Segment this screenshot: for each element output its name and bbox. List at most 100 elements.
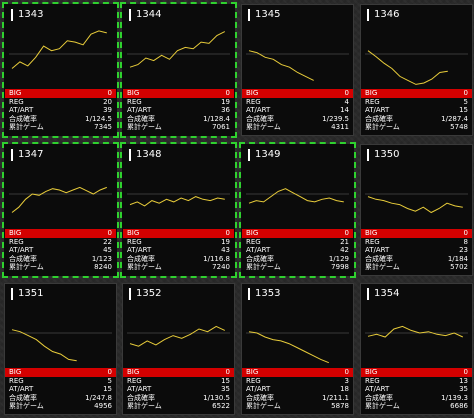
stat-value: 15 [103,385,112,394]
machine-number: 1344 [129,9,161,21]
stat-value: 35 [221,385,230,394]
stat-value: 1/184 [447,254,468,263]
stat-label: AT/ART [365,385,390,394]
stat-value: 8240 [94,263,112,272]
stat-label: BIG [127,89,140,97]
stat-label: BIG [365,368,378,376]
stat-value: 1/129 [328,254,349,263]
stat-row-rate: 合成確率 1/124.5 [5,115,116,124]
slump-chart [246,50,349,81]
stats-table: BIG 0 REG 5 AT/ART 15 合成確率 1/247.8 累計ゲーム 4956 [5,368,116,411]
stat-row-atart: AT/ART 23 [361,246,472,255]
stat-label: 合成確率 [9,254,37,263]
stat-value: 36 [221,106,230,115]
stat-label: 累計ゲーム [127,402,162,411]
stat-value: 4311 [331,123,349,132]
stat-label: 合成確率 [127,393,155,402]
stat-row-reg: REG 5 [361,98,472,107]
stat-label: BIG [365,89,378,97]
stat-value: 4 [344,97,349,106]
machine-number: 1352 [129,288,161,300]
stat-label: 累計ゲーム [127,263,162,272]
stat-row-atart: AT/ART 35 [123,385,234,394]
stat-value: 18 [340,385,349,394]
stat-row-atart: AT/ART 45 [5,246,116,255]
stat-label: 合成確率 [246,393,274,402]
stat-label: 合成確率 [9,114,37,123]
stat-value: 0 [344,229,349,237]
slump-chart [9,30,112,69]
stat-row-big: BIG 0 [123,229,234,238]
stat-label: BIG [246,368,259,376]
stats-table: BIG 0 REG 4 AT/ART 14 合成確率 1/239.5 累計ゲーム 4311 [242,89,353,132]
stat-label: 合成確率 [365,393,393,402]
machine-card-1349[interactable]: 1349 BIG 0 REG 21 AT/ART 42 合成確率 1/129 累計ゲーム 7998 [239,142,356,278]
slump-line [11,329,77,362]
slump-chart [246,188,349,204]
stat-value: 0 [463,229,468,237]
stat-label: AT/ART [246,385,271,394]
stats-table: BIG 0 REG 19 AT/ART 43 合成確率 1/116.8 累計ゲーム 7240 [123,229,234,272]
stat-label: 累計ゲーム [365,402,400,411]
slump-chart [127,325,230,347]
machine-card-1346[interactable]: 1346 BIG 0 REG 5 AT/ART 15 合成確率 1/287.4 累計ゲーム 5748 [360,4,473,136]
stat-row-big: BIG 0 [5,89,116,98]
slump-line [11,186,107,213]
stat-label: 累計ゲーム [127,123,162,132]
machine-card-1352[interactable]: 1352 BIG 0 REG 15 AT/ART 35 合成確率 1/130.5 累計ゲーム 652… [122,283,235,415]
stat-label: REG [9,237,24,246]
slump-line [367,196,463,214]
stat-row-reg: REG 19 [123,238,234,247]
stat-row-rate: 合成確率 1/184 [361,255,472,264]
machine-card-1354[interactable]: 1354 BIG 0 REG 13 AT/ART 35 合成確率 1/139.3 累計ゲーム 668… [360,283,473,415]
machine-card-1348[interactable]: 1348 BIG 0 REG 19 AT/ART 43 合成確率 1/116.8 累計ゲーム 724… [120,142,237,278]
stat-value: 1/287.4 [441,114,468,123]
machine-card-1345[interactable]: 1345 BIG 0 REG 4 AT/ART 14 合成確率 1/239.5 累計ゲーム 4311 [241,4,354,136]
stats-table: BIG 0 REG 15 AT/ART 35 合成確率 1/130.5 累計ゲーム 6522 [123,368,234,411]
machine-card-1353[interactable]: 1353 BIG 0 REG 3 AT/ART 18 合成確率 1/211.1 累計ゲーム 5878 [241,283,354,415]
stat-value: 1/247.8 [85,393,112,402]
stat-label: 合成確率 [127,114,155,123]
machine-number: 1347 [11,149,43,161]
stat-row-rate: 合成確率 1/287.4 [361,115,472,124]
stat-row-atart: AT/ART 36 [123,106,234,115]
stat-value: 0 [463,89,468,97]
stat-label: BIG [127,229,140,237]
stat-value: 5878 [331,402,349,411]
stat-row-rate: 合成確率 1/239.5 [242,115,353,124]
stat-row-big: BIG 0 [123,89,234,98]
stat-value: 21 [340,237,349,246]
machine-card-1347[interactable]: 1347 BIG 0 REG 22 AT/ART 45 合成確率 1/123 累計ゲーム 8240 [2,142,119,278]
stat-row-games: 累計ゲーム 5748 [361,123,472,132]
machine-card-1351[interactable]: 1351 BIG 0 REG 5 AT/ART 15 合成確率 1/247.8 累計ゲーム 4956 [4,283,117,415]
machine-card-1344[interactable]: 1344 BIG 0 REG 19 AT/ART 36 合成確率 1/128.4 累計ゲーム 706… [120,2,237,138]
stat-row-games: 累計ゲーム 8240 [5,263,116,272]
machine-card-1343[interactable]: 1343 BIG 0 REG 20 AT/ART 39 合成確率 1/124.5 累計ゲーム 734… [2,2,119,138]
stat-label: BIG [127,368,140,376]
machine-number: 1346 [367,9,399,21]
slump-line [248,188,344,204]
stat-row-atart: AT/ART 43 [123,246,234,255]
stat-row-games: 累計ゲーム 7240 [123,263,234,272]
stat-value: 0 [344,368,349,376]
stat-row-reg: REG 20 [5,98,116,107]
slump-chart [365,325,468,338]
stat-value: 7061 [212,123,230,132]
stat-label: 合成確率 [365,114,393,123]
stat-value: 19 [221,97,230,106]
stat-row-rate: 合成確率 1/247.8 [5,394,116,403]
machine-card-1350[interactable]: 1350 BIG 0 REG 8 AT/ART 23 合成確率 1/184 累計ゲーム 5702 [360,144,473,276]
stat-row-reg: REG 8 [361,238,472,247]
stat-value: 42 [340,246,349,255]
stat-value: 35 [459,385,468,394]
slump-line [248,331,329,364]
slump-line [129,196,225,207]
stats-table: BIG 0 REG 5 AT/ART 15 合成確率 1/287.4 累計ゲーム 5748 [361,89,472,132]
stat-row-atart: AT/ART 15 [5,385,116,394]
stat-label: BIG [9,89,22,97]
slump-line [11,30,107,69]
stats-table: BIG 0 REG 19 AT/ART 36 合成確率 1/128.4 累計ゲーム 7061 [123,89,234,132]
stat-row-games: 累計ゲーム 5702 [361,263,472,272]
stat-row-big: BIG 0 [361,89,472,98]
stat-row-rate: 合成確率 1/139.3 [361,394,472,403]
